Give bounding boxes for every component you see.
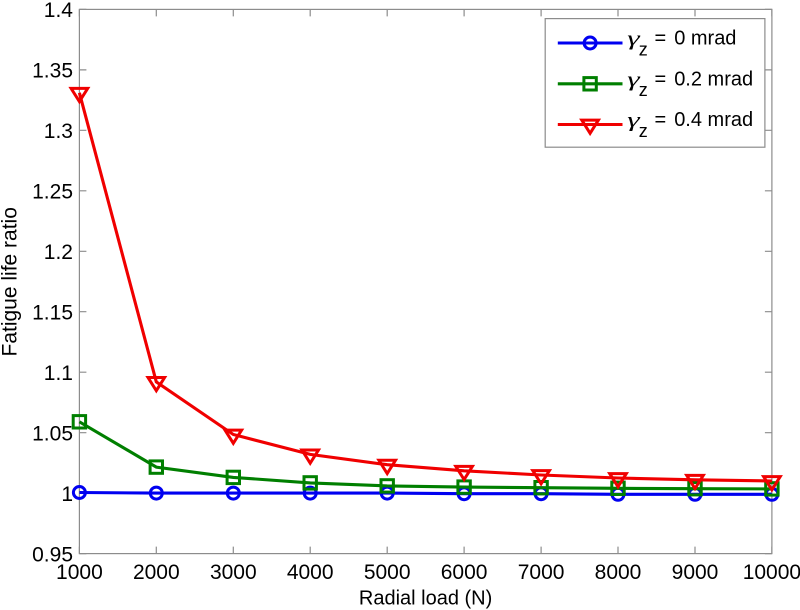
svg-text:γ: γ — [627, 26, 640, 50]
svg-text:5000: 5000 — [364, 561, 411, 584]
svg-text:z: z — [639, 80, 648, 100]
svg-text:4000: 4000 — [287, 561, 334, 584]
svg-text:=: = — [655, 109, 667, 131]
svg-text:Fatigue life ratio: Fatigue life ratio — [0, 207, 22, 356]
svg-text:0 mrad: 0 mrad — [674, 28, 736, 50]
svg-text:=: = — [655, 69, 667, 91]
svg-text:9000: 9000 — [672, 561, 719, 584]
svg-text:1.4: 1.4 — [44, 0, 74, 22]
svg-text:1.35: 1.35 — [32, 60, 73, 83]
svg-text:z: z — [639, 39, 648, 59]
svg-text:=: = — [655, 28, 667, 50]
svg-text:3000: 3000 — [210, 561, 257, 584]
svg-text:8000: 8000 — [595, 561, 642, 584]
svg-text:0.2 mrad: 0.2 mrad — [674, 69, 753, 91]
svg-text:0.95: 0.95 — [32, 543, 73, 566]
svg-text:γ: γ — [627, 108, 640, 132]
svg-text:γ: γ — [627, 67, 640, 91]
svg-text:10000: 10000 — [743, 561, 800, 584]
svg-text:1000: 1000 — [56, 561, 103, 584]
svg-text:1.05: 1.05 — [32, 422, 73, 445]
svg-text:6000: 6000 — [441, 561, 488, 584]
svg-text:1.3: 1.3 — [44, 120, 73, 143]
svg-text:1.2: 1.2 — [44, 241, 73, 264]
svg-text:0.4 mrad: 0.4 mrad — [674, 109, 753, 131]
svg-text:Radial load (N): Radial load (N) — [359, 587, 492, 609]
svg-text:7000: 7000 — [518, 561, 565, 584]
svg-text:1.15: 1.15 — [32, 301, 73, 324]
svg-text:1.25: 1.25 — [32, 181, 73, 204]
svg-text:2000: 2000 — [133, 561, 180, 584]
svg-text:z: z — [639, 121, 648, 141]
svg-text:1: 1 — [61, 483, 73, 506]
svg-text:1.1: 1.1 — [44, 362, 73, 385]
